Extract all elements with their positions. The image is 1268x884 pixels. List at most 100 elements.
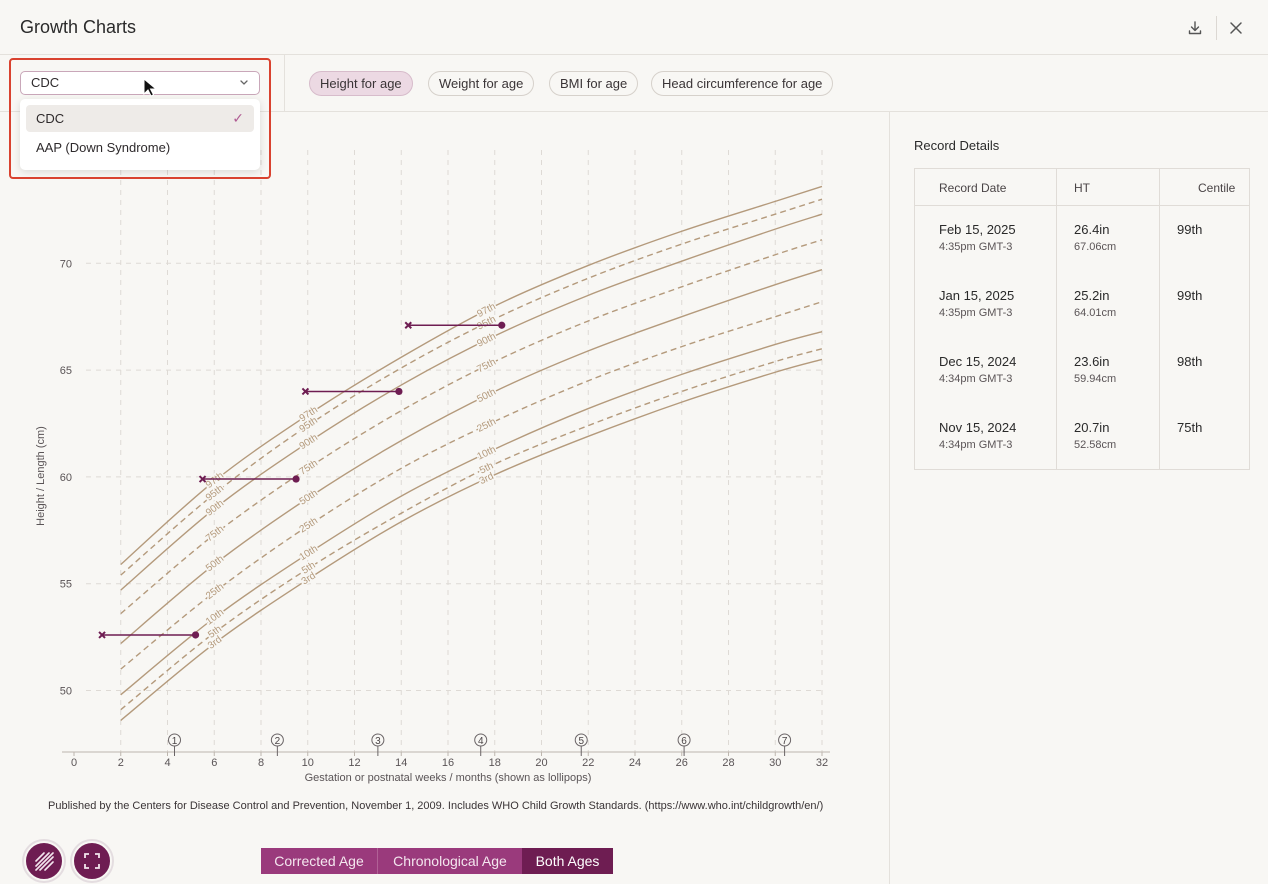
centile-line-10th: [120, 330, 823, 696]
height-inches: 20.7in: [1074, 420, 1110, 435]
record-time: 4:34pm GMT-3: [939, 373, 1013, 385]
centile-value: 75th: [1177, 420, 1203, 435]
height-cm: 67.06cm: [1074, 241, 1117, 253]
centile-line-95th: [120, 198, 823, 576]
option-aap-down-syndrome[interactable]: AAP (Down Syndrome): [26, 134, 254, 161]
column-divider: [1159, 169, 1160, 469]
centile-label: 90th: [298, 432, 320, 452]
month-marker-label: 4: [478, 736, 484, 747]
month-marker-circle: [371, 733, 385, 747]
month-marker-label: 3: [375, 736, 381, 747]
record-time: 4:35pm GMT-3: [939, 307, 1013, 319]
centile-label: 50th: [204, 554, 226, 575]
chronological-age-button[interactable]: Chronological Age: [377, 848, 522, 874]
height-cm: 59.94cm: [1074, 373, 1117, 385]
centile-label: 50th: [298, 488, 320, 508]
month-marker-circle: [168, 733, 182, 747]
fullscreen-icon: [84, 853, 100, 869]
x-tick-label: 24: [629, 757, 641, 769]
header-centile: Centile: [1198, 181, 1236, 195]
record-date: Nov 15, 2024: [939, 420, 1017, 435]
tab-bmi-for-age[interactable]: BMI for age: [549, 71, 639, 96]
centile-label: 75th: [298, 458, 320, 478]
mouse-cursor-icon: [143, 78, 157, 97]
height-inches: 23.6in: [1074, 354, 1110, 369]
x-tick-label: 10: [302, 757, 314, 769]
y-axis-label: Height / Length (cm): [35, 426, 47, 526]
record-time: 4:35pm GMT-3: [939, 241, 1013, 253]
table-header: Record Date HT Centile: [915, 169, 1249, 206]
record-date: Jan 15, 2025: [939, 288, 1015, 303]
month-marker-label: 7: [782, 736, 788, 747]
x-tick-label: 4: [164, 757, 170, 769]
record-details-table: Record Date HT Centile Feb 15, 2025 4:35…: [914, 168, 1250, 470]
option-label: CDC: [36, 111, 65, 126]
centile-line-75th: [120, 239, 823, 615]
x-tick-label: 26: [676, 757, 688, 769]
record-date: Dec 15, 2024: [939, 354, 1017, 369]
centile-label: 10th: [298, 543, 320, 563]
page-title: Growth Charts: [20, 17, 137, 37]
centile-line-50th: [120, 269, 823, 645]
centile-line-97th: [120, 185, 823, 565]
x-tick-label: 30: [769, 757, 781, 769]
growth-chart-area: 50 55 60 65 70 0 2 4 6 8 10 12 14 16 18 20 22 24 26 28 30 32 G…: [0, 112, 889, 884]
corrected-age-marker: [404, 321, 412, 329]
centile-line-25th: [120, 301, 823, 670]
chart-source-dropdown: CDC ✓ AAP (Down Syndrome): [20, 99, 260, 170]
both-ages-button[interactable]: Both Ages: [522, 848, 613, 874]
month-marker-circle: [778, 733, 792, 747]
toolbar-divider: [284, 55, 285, 111]
chronological-age-marker: [395, 387, 403, 396]
tab-head-circumference-for-age[interactable]: Head circumference for age: [651, 71, 834, 96]
month-marker-circle: [270, 733, 284, 747]
option-cdc[interactable]: CDC ✓: [26, 105, 254, 132]
centile-label: 90th: [204, 498, 226, 519]
month-marker-circle: [574, 733, 588, 747]
x-tick-label: 0: [71, 757, 77, 769]
y-tick-label: 65: [60, 365, 72, 377]
chronological-age-marker: [191, 631, 200, 639]
x-tick-label: 16: [442, 757, 454, 769]
chart-citation: Published by the Centers for Disease Con…: [48, 800, 824, 812]
x-axis-label: Gestation or postnatal weeks / months (s…: [305, 772, 592, 784]
tab-height-for-age[interactable]: Height for age: [309, 71, 413, 96]
check-icon: ✓: [232, 110, 244, 126]
x-tick-label: 18: [489, 757, 501, 769]
corrected-age-marker: [301, 387, 310, 396]
centile-label: 10th: [475, 444, 497, 462]
centile-label: 25th: [298, 516, 320, 536]
month-marker-circle: [474, 733, 488, 747]
header-bar: Growth Charts: [0, 0, 1268, 55]
x-tick-label: 2: [118, 757, 124, 769]
pattern-toggle-button[interactable]: [24, 841, 64, 881]
chart-source-select[interactable]: CDC: [20, 71, 260, 95]
height-cm: 52.58cm: [1074, 439, 1117, 451]
chronological-age-marker: [292, 475, 300, 483]
centile-label: 75th: [204, 524, 226, 545]
x-tick-label: 12: [348, 757, 360, 769]
chronological-age-marker: [498, 321, 506, 329]
fullscreen-button[interactable]: [72, 841, 112, 881]
tab-weight-for-age[interactable]: Weight for age: [428, 71, 535, 96]
centile-line-90th: [120, 213, 823, 591]
y-tick-label: 50: [60, 686, 72, 698]
corrected-age-button[interactable]: Corrected Age: [261, 848, 377, 874]
record-time: 4:34pm GMT-3: [939, 439, 1013, 451]
month-marker-label: 6: [681, 736, 687, 747]
header-record-date: Record Date: [939, 181, 1007, 195]
centile-label: 25th: [204, 581, 226, 602]
x-tick-label: 22: [582, 757, 594, 769]
month-marker-label: 1: [172, 736, 178, 747]
record-date: Feb 15, 2025: [939, 222, 1016, 237]
download-button[interactable]: [1181, 14, 1209, 42]
x-tick-label: 32: [816, 757, 828, 769]
panel-divider: [889, 112, 890, 884]
corrected-age-marker: [98, 631, 106, 639]
centile-value: 99th: [1177, 222, 1203, 237]
x-tick-label: 8: [258, 757, 264, 769]
centile-value: 99th: [1177, 288, 1203, 303]
close-button[interactable]: [1222, 14, 1250, 42]
y-tick-label: 55: [60, 579, 72, 591]
